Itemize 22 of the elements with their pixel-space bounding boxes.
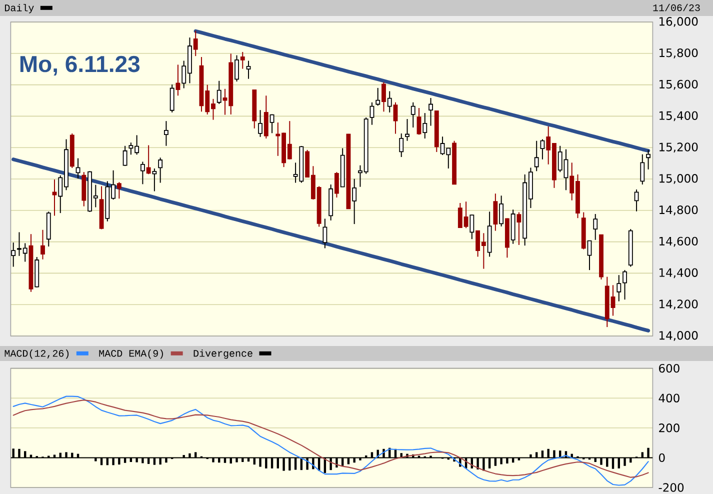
- y-tick-label: 14,000: [660, 331, 698, 341]
- text: Daily: [4, 4, 34, 14]
- y-tick-label: 400: [658, 394, 680, 402]
- y-tick-label: 15,600: [660, 80, 698, 90]
- legend-label: Divergence: [194, 349, 252, 359]
- legend-label: MACD EMA(9): [99, 349, 163, 359]
- y-tick-label: 16,000: [660, 17, 698, 27]
- legend-label: MACD(12,26): [4, 349, 69, 359]
- text: 11/06/23: [653, 4, 700, 12]
- y-tick-label: 15,800: [660, 48, 698, 58]
- y-tick-label: 14,400: [660, 268, 698, 278]
- y-tick-label: -200: [658, 483, 684, 492]
- y-tick-label: 14,800: [660, 205, 698, 216]
- y-tick-label: 0: [658, 453, 665, 462]
- y-tick-label: 15,200: [660, 142, 698, 153]
- y-tick-label: 14,600: [660, 236, 698, 247]
- annotation: Mo, 6.11.23: [20, 56, 140, 76]
- y-tick-label: 600: [659, 364, 680, 373]
- y-tick-label: 15,400: [660, 111, 698, 122]
- y-tick-label: 14,200: [660, 300, 698, 310]
- y-tick-label: 15,000: [660, 174, 698, 184]
- y-tick-label: 200: [659, 424, 680, 432]
